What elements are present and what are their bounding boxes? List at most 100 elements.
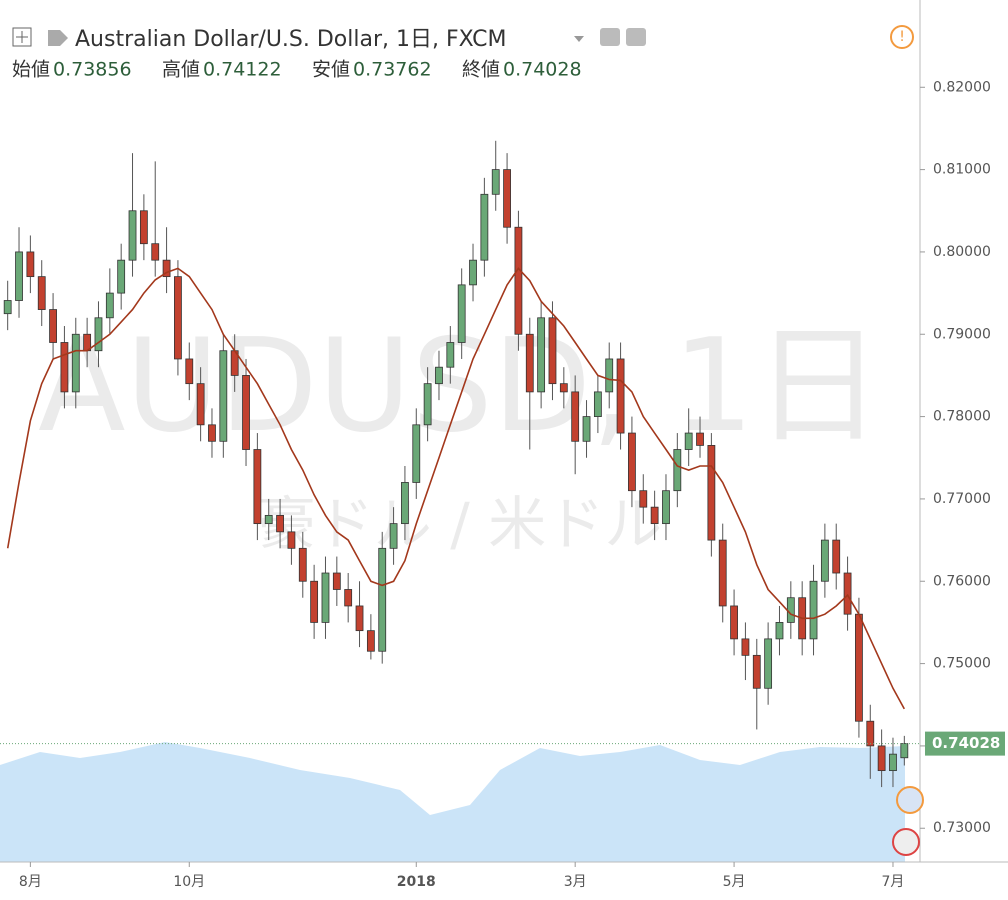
candle-body — [639, 490, 648, 508]
low-value: 0.73762 — [353, 59, 432, 81]
last-price-box — [925, 731, 1005, 756]
candle-body — [889, 753, 897, 772]
candle-body — [344, 589, 353, 607]
candle-body — [105, 292, 114, 319]
candle-body — [15, 251, 23, 301]
candle-body — [832, 539, 841, 574]
candle-body — [877, 745, 886, 772]
candle-body — [628, 432, 636, 492]
candle-body — [151, 243, 160, 261]
candle-body — [435, 366, 443, 385]
candle-body — [855, 613, 863, 722]
candle-body — [264, 514, 273, 525]
x-tick-label: 5月 — [723, 874, 746, 890]
candle-body — [242, 375, 250, 450]
candle-body — [491, 169, 500, 195]
candle-body — [900, 743, 909, 759]
candle-body — [287, 531, 296, 549]
candle-body — [128, 210, 137, 261]
collapse-icon[interactable] — [12, 27, 32, 47]
y-tick-label: 0.79000 — [933, 326, 991, 342]
close-value: 0.74028 — [503, 59, 582, 81]
x-tick-label: 7月 — [882, 874, 905, 890]
candle-body — [548, 317, 557, 385]
candle-body — [208, 424, 216, 442]
candle-body — [514, 226, 523, 335]
candle-body — [786, 597, 795, 623]
watermark-name: 豪ドル / 米ドル — [258, 490, 662, 558]
candle-body — [219, 350, 228, 442]
candle-body — [412, 424, 421, 483]
candle-body — [480, 193, 489, 261]
alert-icon-mark: ! — [899, 29, 905, 45]
candle-body — [616, 358, 625, 434]
eye-icon[interactable] — [600, 28, 620, 46]
y-tick-label: 0.80000 — [933, 244, 991, 260]
y-tick-label: 0.78000 — [933, 409, 991, 425]
candle-body — [162, 259, 171, 278]
y-tick-label: 0.82000 — [933, 79, 991, 95]
candle-body — [809, 580, 818, 640]
settings-icon[interactable] — [626, 28, 646, 46]
x-tick-label: 2018 — [397, 874, 436, 890]
candle-body — [355, 605, 364, 632]
candle-body — [775, 622, 784, 640]
candle-body — [718, 539, 727, 607]
candle-body — [60, 342, 69, 393]
plot — [3, 140, 909, 788]
candle-body — [525, 333, 534, 393]
candle-body — [843, 572, 852, 615]
candle-body — [457, 284, 466, 343]
y-tick-label: 0.73000 — [933, 820, 991, 836]
candle-body — [71, 333, 80, 393]
y-tick-label: 0.75000 — [933, 656, 991, 672]
candle-body — [332, 572, 341, 590]
candle-body — [503, 169, 511, 228]
candle-body — [185, 358, 194, 385]
candle-body — [174, 276, 182, 360]
candle-body — [696, 432, 704, 446]
candle-body — [196, 383, 205, 426]
low-label: 安値 — [312, 59, 350, 81]
moving-average — [6, 267, 906, 710]
close-label: 終値 — [462, 59, 500, 81]
candle-body — [559, 383, 568, 393]
high-value: 0.74122 — [203, 59, 282, 81]
candle-body — [321, 572, 330, 623]
candle-body — [866, 720, 875, 747]
candle-body — [741, 638, 750, 656]
candle-body — [662, 490, 670, 525]
candle-body — [764, 638, 773, 689]
candle-body — [707, 445, 716, 541]
y-tick-label: 0.81000 — [933, 162, 991, 178]
candle-body — [571, 391, 580, 442]
candle-body — [366, 630, 375, 652]
volume-area — [0, 742, 905, 862]
candle-body — [446, 342, 455, 368]
us-flag-icon — [892, 828, 920, 856]
candle-body — [650, 506, 659, 525]
symbol-title: Australian Dollar/U.S. Dollar, 1日, FXCM — [75, 27, 506, 52]
x-tick-label: 10月 — [173, 874, 205, 890]
y-tick-label: 0.76000 — [933, 573, 991, 589]
candle-body — [276, 514, 284, 533]
candle-body — [117, 259, 126, 294]
candle-body — [253, 449, 262, 525]
flag-icon — [48, 30, 68, 46]
candle-body — [389, 523, 398, 549]
alert-icon[interactable] — [890, 25, 914, 49]
candle-body — [593, 391, 602, 417]
x-tick-label: 8月 — [19, 874, 42, 890]
open-label: 始値 — [12, 59, 50, 81]
candle-body — [298, 547, 307, 582]
candle-body — [26, 251, 35, 278]
au-flag-icon — [896, 786, 924, 814]
dropdown-icon[interactable] — [574, 36, 584, 42]
last-price-label: 0.74028 — [932, 734, 1000, 752]
open-value: 0.73856 — [53, 59, 132, 81]
candle-body — [94, 317, 103, 352]
candle-body — [310, 580, 319, 623]
candle-body — [537, 317, 546, 393]
collapse-icon-plus — [16, 31, 28, 43]
